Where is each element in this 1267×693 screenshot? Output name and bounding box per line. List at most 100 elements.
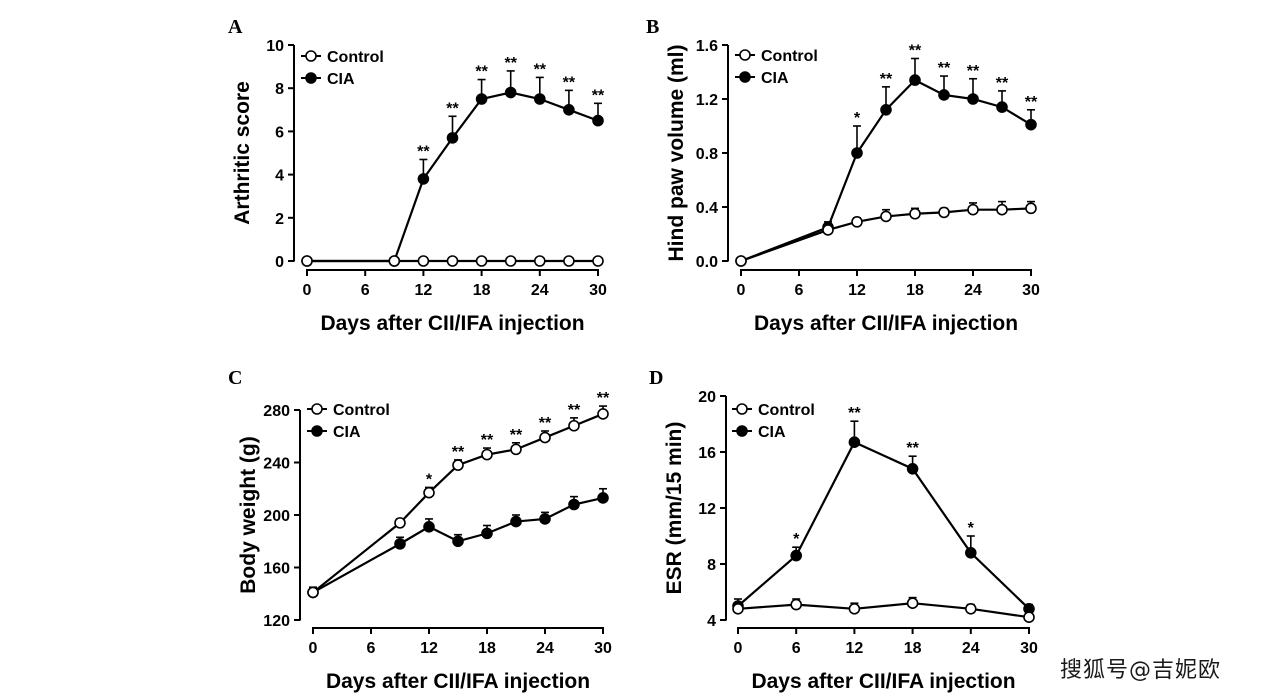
significance-label: ** [534,61,547,78]
series-cia [307,487,609,599]
y-tick-label: 1.2 [696,92,718,109]
series-cia: ******* ****** [735,43,1038,267]
data-point [735,255,747,267]
legend-label-cia: CIA [758,424,786,441]
significance-label: ** [475,64,488,81]
x-tick-label: 6 [795,282,804,299]
y-tick-label: 4 [707,613,716,630]
x-tick-label: 18 [478,640,496,657]
x-axis-title: Days after CII/IFA injection [754,312,1018,335]
significance-label: * [793,531,800,548]
significance-label: ** [996,75,1009,92]
y-axis-title: Body weight (g) [237,436,260,593]
y-axis-title: ESR (mm/15 min) [663,422,686,595]
legend-marker-cia [305,72,317,84]
legend-label-control: Control [758,402,815,419]
data-point [909,207,921,220]
data-point [481,448,493,461]
legend-label-control: Control [761,48,818,65]
y-tick-label: 1.6 [696,38,718,55]
x-tick-label: 6 [361,282,370,299]
data-point [822,224,834,236]
data-point [880,210,892,223]
significance-label: ** [1025,94,1038,111]
data-point [539,513,551,525]
significance-label: ** [597,390,610,407]
significance-label: * [968,520,975,537]
x-axis-title: Days after CII/IFA injection [326,670,590,693]
panel-label: C [228,367,242,389]
y-tick-label: 12 [698,501,716,518]
x-tick-label: 6 [367,640,376,657]
data-point [568,419,580,432]
data-point [510,515,522,528]
y-axis-title: Arthritic score [231,81,254,225]
x-tick-label: 24 [962,640,980,657]
significance-label: ** [909,43,922,60]
data-point [423,486,435,499]
x-tick-label: 12 [846,640,864,657]
x-tick-label: 18 [904,640,922,657]
legend-marker-control [305,50,317,62]
significance-label: * [854,110,861,127]
legend-label-control: Control [327,49,384,66]
x-tick-label: 18 [473,282,491,299]
legend-marker-cia [311,425,323,437]
data-point [533,255,546,267]
series-line-cia [737,440,1030,610]
data-point [851,147,863,159]
panel-label: B [646,16,659,38]
y-tick-label: 280 [263,403,290,420]
data-point [307,586,319,599]
significance-label: ** [504,55,517,72]
data-point [563,255,575,267]
x-tick-label: 24 [964,282,982,299]
significance-label: ** [967,63,980,80]
data-point [906,462,919,475]
data-point [964,546,977,559]
legend: Control CIA [307,402,390,441]
data-point [592,114,604,127]
legend-label-cia: CIA [327,71,355,88]
significance-label: ** [539,415,552,432]
x-tick-label: 12 [415,282,433,299]
x-tick-label: 24 [536,640,554,657]
significance-label: ** [563,74,576,91]
significance-label: ** [848,405,861,422]
data-point [597,492,609,504]
significance-label: ** [452,444,465,461]
y-tick-label: 4 [275,168,284,185]
series-control [301,255,604,267]
y-tick-label: 160 [263,561,290,578]
significance-label: ** [510,427,523,444]
data-point [996,101,1008,113]
data-point [417,255,430,267]
data-point [563,104,575,116]
data-point [851,216,863,228]
legend: Control CIA [732,402,815,441]
y-tick-label: 10 [266,38,284,55]
data-point [504,255,517,267]
data-point [964,602,977,615]
legend-label-cia: CIA [761,70,789,87]
y-tick-label: 8 [707,557,716,574]
x-tick-label: 30 [594,640,612,657]
series-control: ***** ******** [307,390,610,599]
series-control [735,200,1037,267]
x-tick-label: 0 [734,640,743,657]
data-point [790,598,803,611]
data-point [1023,611,1035,624]
y-tick-label: 0.8 [696,146,718,163]
x-tick-label: 30 [1022,282,1040,299]
data-point [301,255,313,267]
significance-label: * [426,471,433,488]
significance-label: ** [592,87,605,104]
y-tick-label: 240 [263,456,290,473]
significance-label: ** [906,440,919,457]
y-tick-label: 16 [698,445,716,462]
x-tick-label: 12 [848,282,866,299]
data-point [1025,118,1037,131]
data-point [423,521,435,533]
